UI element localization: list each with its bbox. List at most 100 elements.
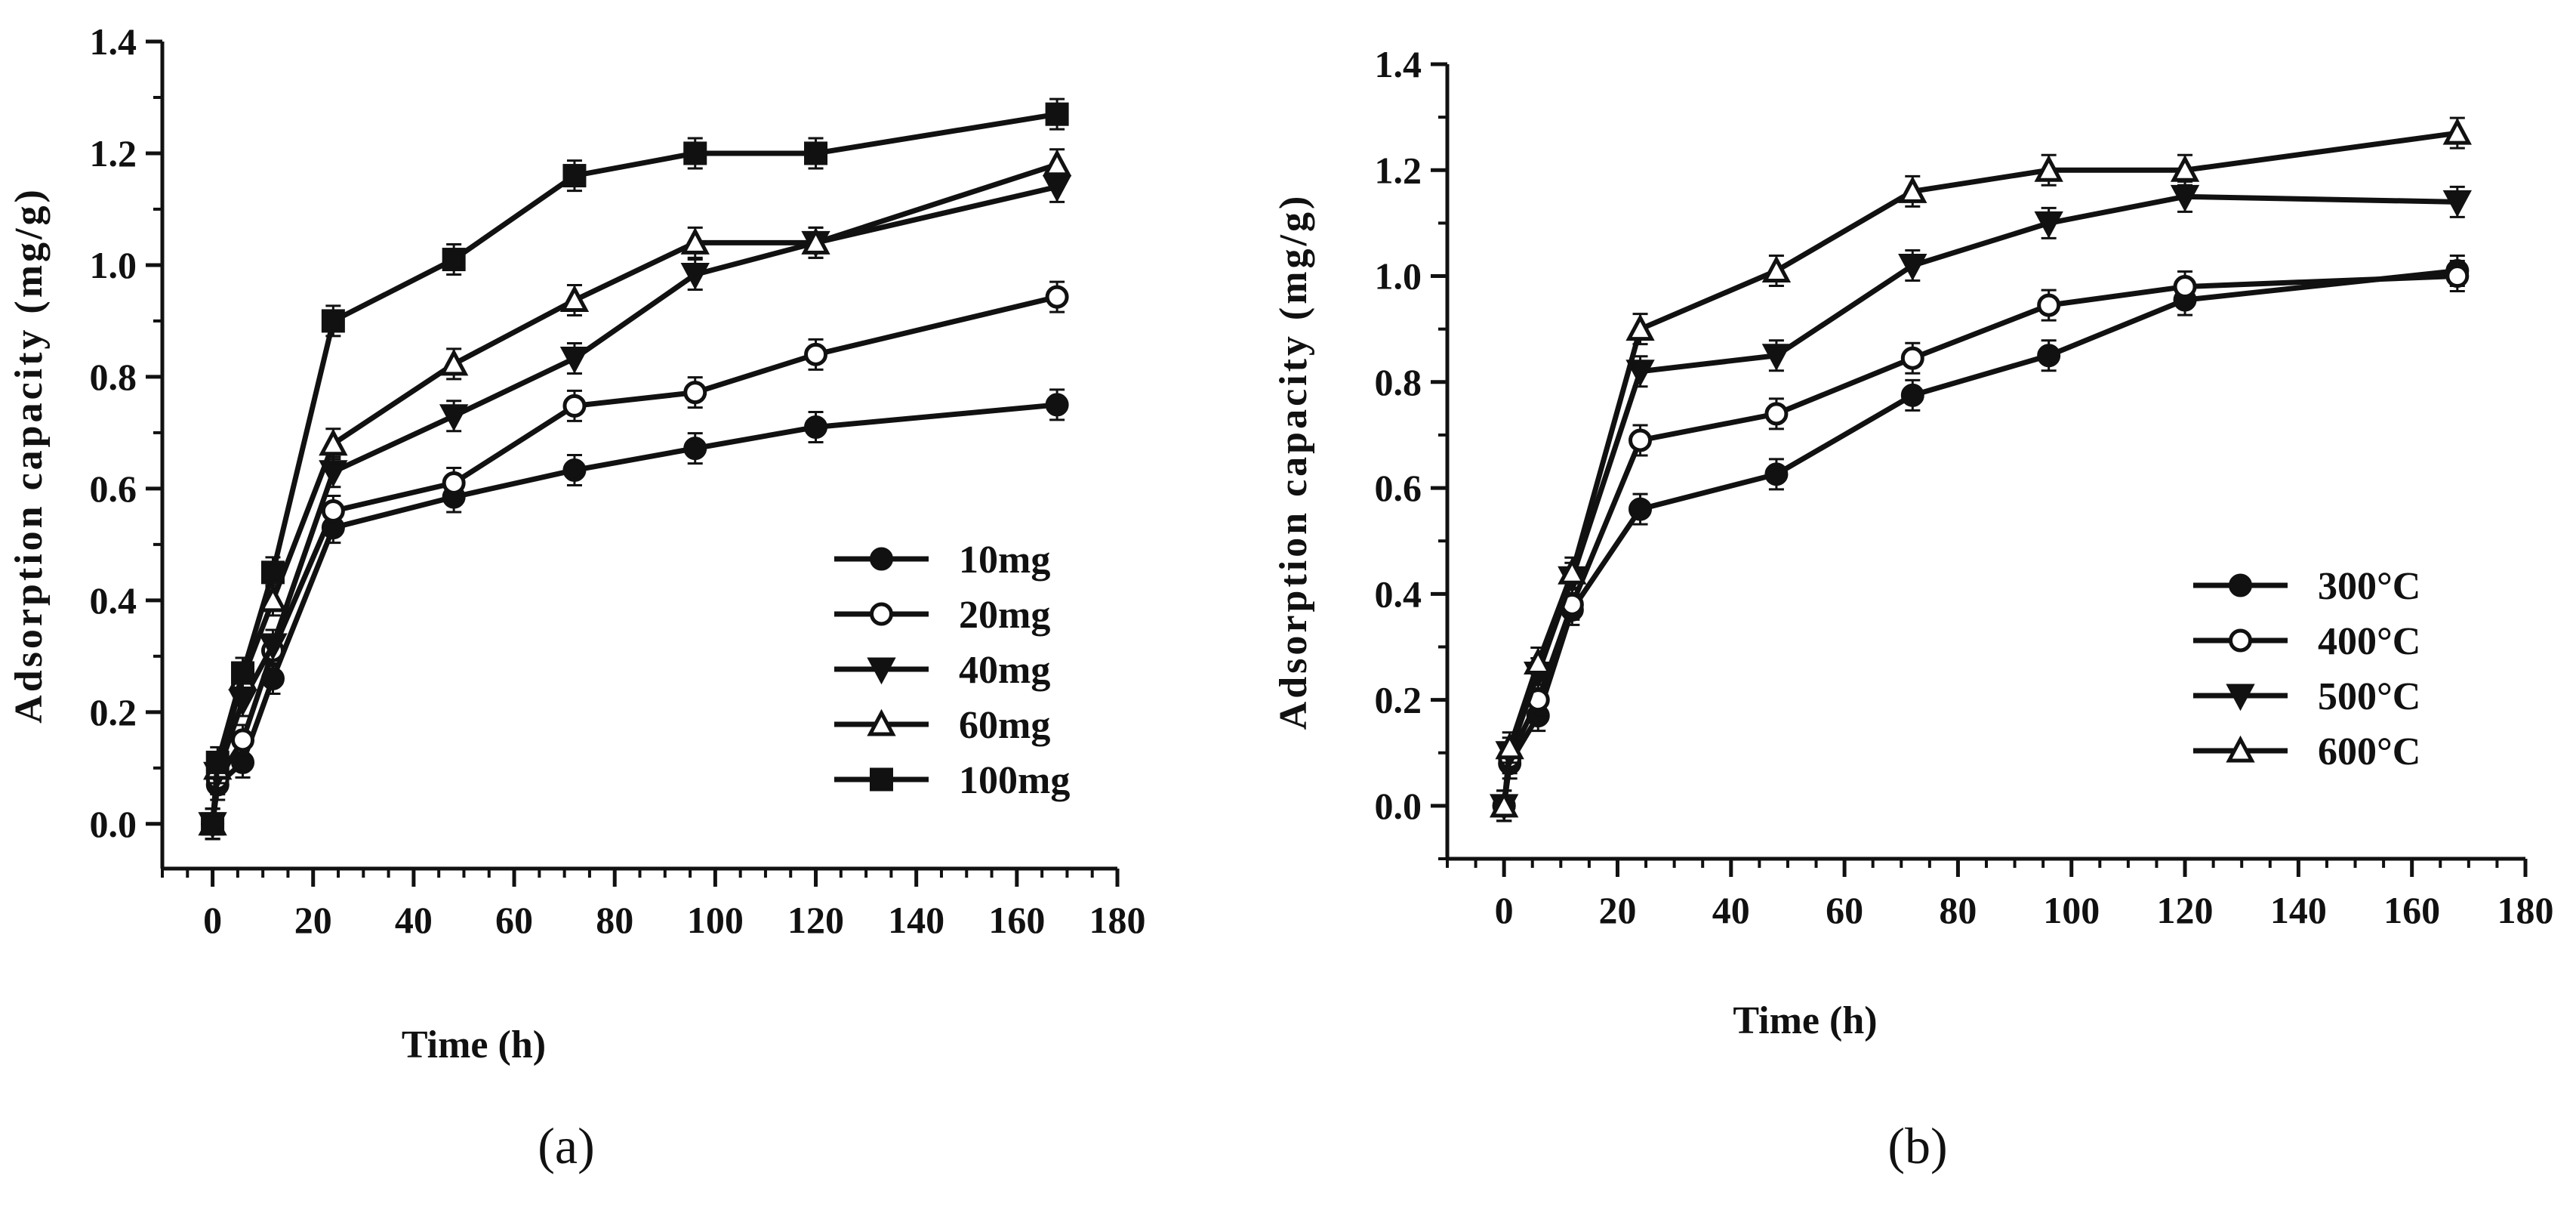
panel-a-data-point xyxy=(801,227,830,255)
panel-a-data-point xyxy=(231,661,255,685)
panel-a-data-point xyxy=(683,381,707,405)
panel-b-data-point xyxy=(1898,254,1927,281)
panel-a-x-tick-label: 100 xyxy=(687,899,744,941)
panel-b-data-point xyxy=(1628,428,1653,452)
panel-a-x-tick-label: 0 xyxy=(203,899,222,941)
panel-b-data-point xyxy=(1628,497,1653,521)
panel-b-x-tick-label: 140 xyxy=(2270,889,2327,931)
panel-a-series-line xyxy=(210,162,1058,825)
panel-a-data-point xyxy=(1045,393,1069,417)
panel-b-x-tick-label: 160 xyxy=(2383,889,2440,931)
panel-b-y-tick-label: 1.4 xyxy=(1375,43,1422,85)
panel-b-legend-marker xyxy=(2226,735,2255,763)
panel-a-x-tick-label: 40 xyxy=(395,899,433,941)
panel-a-x-tick-label: 140 xyxy=(888,899,944,941)
panel-b-data-point xyxy=(2442,117,2472,145)
panel-a-data-point xyxy=(683,141,707,165)
panel-b-x-tick-label: 40 xyxy=(1712,889,1750,931)
panel-a-data-point xyxy=(1045,285,1069,309)
panel-b-data-point xyxy=(1495,732,1524,760)
panel-b-data-point xyxy=(2173,275,2197,299)
panel-a-y-tick-label: 0.6 xyxy=(90,468,137,510)
panel-a-data-point xyxy=(804,342,828,366)
panel-a-y-tick-label: 0.2 xyxy=(90,691,137,733)
panel-b-data-point xyxy=(1558,557,1587,585)
panel-b-x-tick-label: 180 xyxy=(2497,889,2554,931)
panel-a-data-point xyxy=(321,309,345,333)
panel-a-y-tick-label: 1.0 xyxy=(90,244,137,286)
panel-b-data-point xyxy=(2034,211,2063,239)
panel-b-x-tick-label: 80 xyxy=(1939,889,1977,931)
panel-a-data-point xyxy=(804,415,828,440)
panel-b-series-2 xyxy=(1492,260,2470,823)
panel-a-legend-label: 20mg xyxy=(959,594,1050,637)
panel-b-y-tick-label: 0.6 xyxy=(1375,467,1422,509)
panel-a-series-line xyxy=(210,402,1058,825)
panel-a-label: (a) xyxy=(538,1117,594,1174)
panel-b-legend-label: 400°C xyxy=(2318,620,2420,663)
panel-a-data-point xyxy=(562,394,587,418)
panel-b-label: (b) xyxy=(1887,1117,1947,1174)
panel-b-x-tick-label: 100 xyxy=(2043,889,2100,931)
panel-a-x-tick-label: 20 xyxy=(294,899,332,941)
panel-a-chart: 0.0 0.2 0.4 0.6 0.8 1.0 1.2 1.4 0 20 40 60 80 100 120 1… xyxy=(8,20,1146,1174)
panel-b-y-tick-label: 1.0 xyxy=(1375,255,1422,298)
panel-b-data-point xyxy=(2037,344,2061,368)
panel-b-data-point xyxy=(1625,360,1655,387)
panel-a-data-point xyxy=(442,248,466,272)
panel-b-y-tick-label: 0.0 xyxy=(1375,785,1422,827)
panel-a-data-point xyxy=(321,498,345,523)
panel-a-legend-marker xyxy=(867,657,896,685)
panel-a-legend-marker xyxy=(867,708,896,736)
panel-a-series-line xyxy=(210,294,1058,825)
panel-a-data-point xyxy=(260,560,285,585)
panel-b-x-axis-title: Time (h) xyxy=(1733,999,1877,1042)
panel-a-data-point xyxy=(680,227,710,255)
panel-b-legend-marker xyxy=(2229,573,2252,597)
panel-a-legend-marker xyxy=(870,602,893,626)
panel-a-legend-label: 60mg xyxy=(959,704,1050,747)
panel-a-series-line xyxy=(210,184,1058,825)
panel-a-data-point xyxy=(680,263,710,290)
panel-a-data-point xyxy=(442,471,466,495)
panel-b-legend-label: 300°C xyxy=(2318,565,2420,608)
panel-b-data-point xyxy=(2170,184,2200,212)
panel-b-data-point xyxy=(2037,293,2061,317)
panel-a-series-2 xyxy=(201,280,1069,841)
panel-b-data-point xyxy=(1524,647,1553,675)
panel-a-data-point xyxy=(683,437,707,461)
panel-b-legend-marker xyxy=(2229,628,2252,653)
panel-b-x-tick-label: 60 xyxy=(1826,889,1863,931)
panel-b-series-line xyxy=(1501,273,2457,807)
panel-b-data-point xyxy=(1764,462,1789,486)
panel-a-data-point xyxy=(205,750,230,774)
panel-a-legend-marker xyxy=(870,547,893,571)
panel-a-data-point xyxy=(804,141,828,165)
panel-a-legend-marker xyxy=(870,767,893,792)
panel-a-data-point xyxy=(439,348,469,376)
panel-a-legend-label: 10mg xyxy=(959,539,1050,582)
panel-b-data-point xyxy=(2445,264,2470,289)
panel-b-x-tick-label: 20 xyxy=(1598,889,1636,931)
panel-a-x-tick-label: 60 xyxy=(495,899,533,941)
panel-b-legend-label: 600°C xyxy=(2318,730,2420,773)
panel-b-data-point xyxy=(1764,402,1789,426)
panel-b-y-tick-label: 1.2 xyxy=(1375,149,1422,191)
panel-b-data-point xyxy=(1898,176,1927,203)
panel-b-data-point xyxy=(2442,190,2472,218)
panel-a-legend-label: 100mg xyxy=(959,759,1070,802)
panel-b-y-tick-label: 0.8 xyxy=(1375,361,1422,403)
panel-a-x-tick-label: 120 xyxy=(787,899,844,941)
panel-b-y-tick-label: 0.2 xyxy=(1375,679,1422,721)
panel-b-y-tick-label: 0.4 xyxy=(1375,573,1422,615)
panel-a-data-point xyxy=(258,633,288,661)
panel-a-data-point xyxy=(201,812,225,836)
panel-a-data-point xyxy=(1042,149,1072,177)
panel-a-y-axis-title: Adsorption capacity (mg/g) xyxy=(8,187,51,724)
panel-b-data-point xyxy=(2170,154,2200,182)
panel-b-data-point xyxy=(1761,255,1792,283)
panel-a-x-axis-title: Time (h) xyxy=(402,1023,546,1066)
panel-b-legend: 300°C 400°C 500°C 600°C xyxy=(2193,565,2420,773)
panel-a-series-5 xyxy=(201,97,1069,841)
